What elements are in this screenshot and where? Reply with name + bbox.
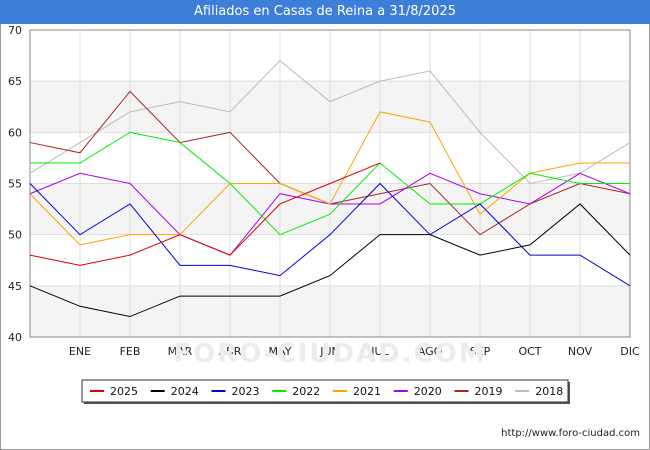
legend-label-2020: 2020 (414, 385, 442, 398)
watermark: FORO-CIUDAD.COM (173, 339, 486, 369)
title-bar (0, 0, 650, 24)
legend-label-2025: 2025 (110, 385, 138, 398)
y-tick-label: 45 (8, 280, 22, 293)
x-tick-label: SEP (470, 345, 491, 358)
x-tick-label: OCT (518, 345, 541, 358)
x-tick-label: NOV (568, 345, 593, 358)
legend-box (81, 379, 569, 403)
x-tick-label: AGO (418, 345, 443, 358)
legend-label-2021: 2021 (353, 385, 381, 398)
footer-url[interactable]: http://www.foro-ciudad.com (501, 428, 640, 439)
legend-label-2019: 2019 (475, 385, 503, 398)
x-tick-label: ENE (69, 345, 91, 358)
legend-label-2023: 2023 (232, 385, 260, 398)
x-tick-label: ABR (219, 345, 242, 358)
series-line-2022 (30, 131, 630, 236)
x-tick-label: MAR (168, 345, 193, 358)
series-line-2018 (29, 60, 631, 185)
series-line-2024 (29, 203, 631, 318)
y-tick-label: 70 (8, 24, 22, 37)
y-tick-label: 40 (8, 331, 22, 344)
legend-label-2022: 2022 (292, 385, 320, 398)
x-tick-label: JUL (370, 345, 389, 358)
x-tick-label: JUN (319, 345, 340, 358)
series-line-2025 (29, 162, 381, 266)
y-tick-label: 60 (8, 126, 22, 139)
x-tick-label: DIC (620, 345, 640, 358)
x-tick-label: MAY (269, 345, 292, 358)
legend-label-2018: 2018 (535, 385, 563, 398)
y-tick-label: 55 (8, 178, 22, 191)
series-line-2023 (29, 182, 631, 287)
chart-title: Afiliados en Casas de Reina a 31/8/2025 (194, 4, 456, 19)
x-tick-label: FEB (120, 345, 141, 358)
y-tick-label: 65 (8, 75, 22, 88)
legend-label-2024: 2024 (171, 385, 199, 398)
y-tick-label: 50 (8, 229, 22, 242)
